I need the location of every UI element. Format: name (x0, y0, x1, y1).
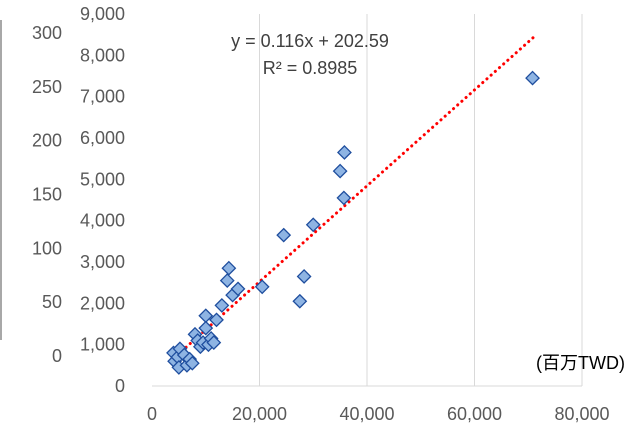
x-tick-label: 60,000 (447, 404, 502, 424)
y-tick-label: 3,000 (80, 252, 125, 272)
y-tick-label: 0 (115, 376, 125, 396)
secondary-y-tick-label: 150 (32, 185, 62, 205)
secondary-y-tick-label: 100 (32, 238, 62, 258)
r-squared-label: R² = 0.8985 (263, 58, 358, 78)
gridlines (259, 14, 583, 386)
y-tick-label: 2,000 (80, 293, 125, 313)
y-tick-label: 9,000 (80, 4, 125, 24)
data-point (198, 320, 214, 336)
trendline-group (172, 35, 536, 360)
x-tick-label: 80,000 (554, 404, 609, 424)
data-point (214, 297, 230, 313)
trendline (172, 35, 536, 360)
data-point (337, 145, 352, 160)
y-tick-labels: 0 1,000 2,000 3,000 4,000 5,000 6,000 7,… (80, 4, 125, 396)
data-point (296, 269, 312, 284)
data-point (332, 163, 348, 179)
trendline-equation: y = 0.116x + 202.59 (231, 31, 389, 51)
x-axis-unit-label: (百万TWD) (536, 353, 625, 373)
annotations: y = 0.116x + 202.59 R² = 0.8985 (百万TWD) (231, 31, 625, 373)
secondary-y-tick-label: 50 (42, 292, 62, 312)
y-tick-label: 8,000 (80, 45, 125, 65)
data-point (336, 190, 352, 206)
data-point (221, 260, 237, 276)
y-tick-label: 1,000 (80, 335, 125, 355)
secondary-y-tick-label: 0 (52, 346, 62, 366)
secondary-y-tick-label: 300 (32, 23, 62, 43)
data-point (184, 355, 200, 371)
data-point (206, 335, 222, 351)
secondary-y-tick-label: 250 (32, 77, 62, 97)
y-tick-label: 7,000 (80, 87, 125, 107)
data-point (230, 281, 246, 297)
data-point (209, 312, 224, 328)
x-tick-label: 40,000 (339, 404, 394, 424)
x-tick-labels: 0 20,000 40,000 60,000 80,000 (147, 404, 610, 424)
data-point (219, 273, 235, 289)
data-point (525, 70, 540, 86)
data-point (292, 293, 308, 309)
data-point (305, 217, 321, 233)
y-tick-label: 5,000 (80, 169, 125, 189)
data-point (254, 279, 270, 295)
x-tick-label: 0 (147, 404, 157, 424)
data-point (276, 227, 292, 243)
x-tick-label: 20,000 (232, 404, 287, 424)
data-points (166, 70, 540, 375)
y-tick-label: 4,000 (80, 211, 125, 231)
secondary-y-tick-label: 200 (32, 131, 62, 151)
y-tick-label: 6,000 (80, 128, 125, 148)
secondary-y-tick-labels: 0 50 100 150 200 250 300 (32, 23, 62, 366)
